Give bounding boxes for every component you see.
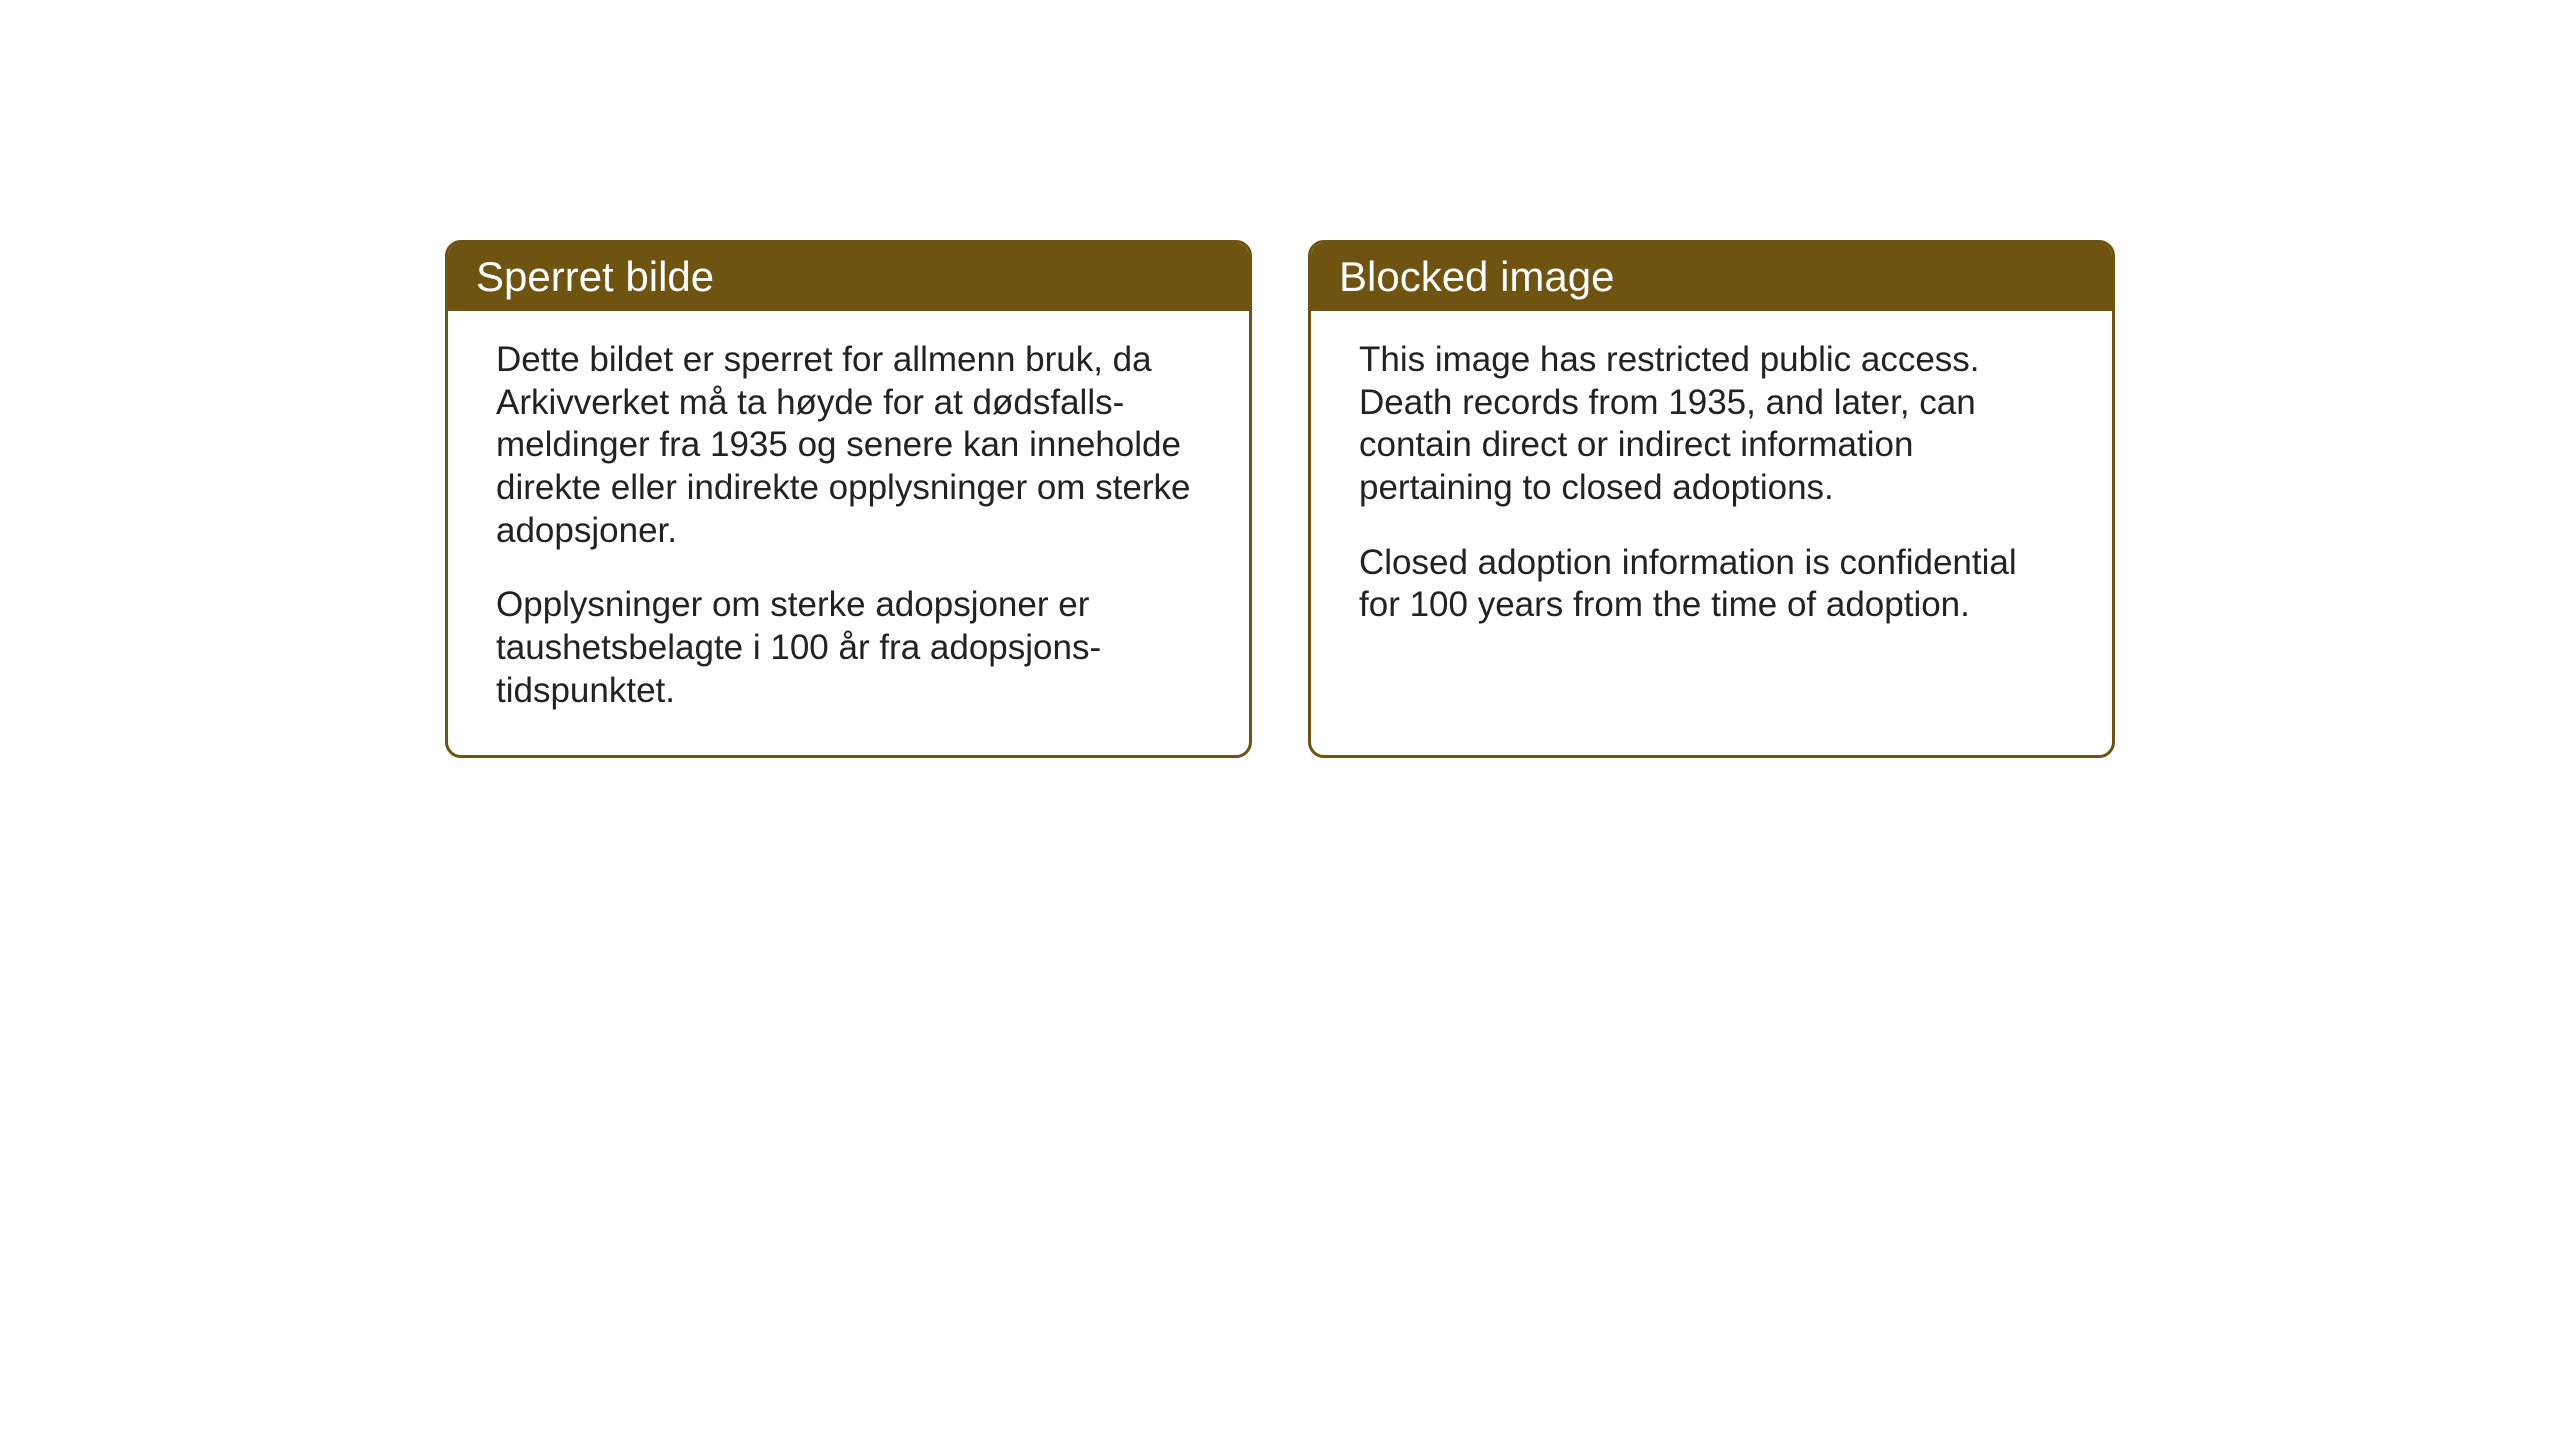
blocked-image-card-english: Blocked image This image has restricted …: [1308, 240, 2115, 758]
blocked-image-card-norwegian: Sperret bilde Dette bildet er sperret fo…: [445, 240, 1252, 758]
card-body-english: This image has restricted public access.…: [1311, 311, 2112, 669]
card-header-norwegian: Sperret bilde: [448, 243, 1249, 311]
card-paragraph-2-norwegian: Opplysninger om sterke adopsjoner er tau…: [496, 584, 1201, 712]
card-body-norwegian: Dette bildet er sperret for allmenn bruk…: [448, 311, 1249, 755]
card-paragraph-2-english: Closed adoption information is confident…: [1359, 542, 2064, 627]
card-title-english: Blocked image: [1339, 253, 1614, 300]
card-title-norwegian: Sperret bilde: [476, 253, 714, 300]
notice-cards-container: Sperret bilde Dette bildet er sperret fo…: [445, 240, 2115, 758]
card-paragraph-1-norwegian: Dette bildet er sperret for allmenn bruk…: [496, 339, 1201, 552]
card-paragraph-1-english: This image has restricted public access.…: [1359, 339, 2064, 510]
card-header-english: Blocked image: [1311, 243, 2112, 311]
